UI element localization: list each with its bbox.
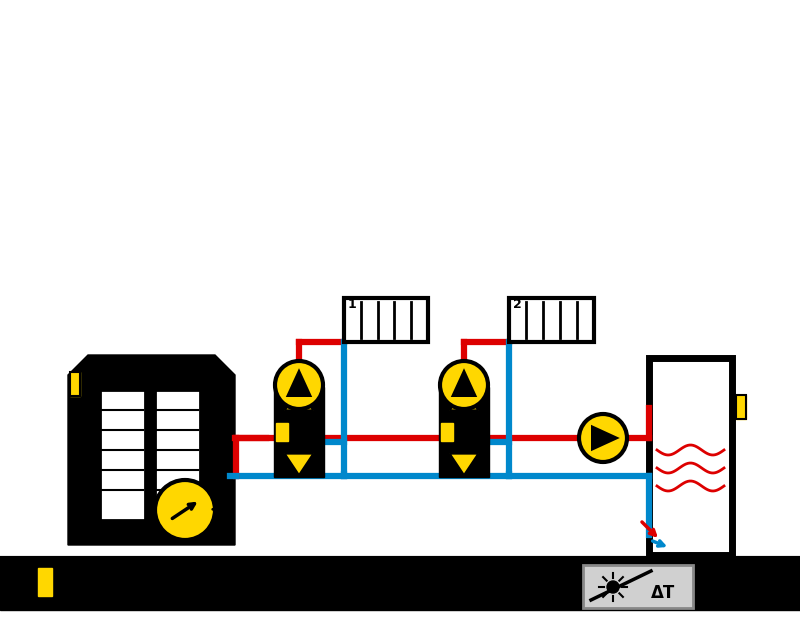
Bar xyxy=(274,387,324,477)
Polygon shape xyxy=(285,454,314,475)
Bar xyxy=(275,423,288,441)
Text: ΔT: ΔT xyxy=(651,584,675,602)
Bar xyxy=(85,375,215,535)
Bar xyxy=(100,390,145,520)
Bar xyxy=(649,358,732,555)
Polygon shape xyxy=(285,454,314,475)
Bar xyxy=(736,395,746,419)
Text: 1: 1 xyxy=(348,298,357,311)
Circle shape xyxy=(607,581,619,593)
Bar xyxy=(155,390,200,520)
Bar xyxy=(70,372,80,396)
Polygon shape xyxy=(68,355,235,545)
Bar xyxy=(0,558,800,610)
Bar xyxy=(26,562,62,602)
Circle shape xyxy=(579,414,627,462)
Bar xyxy=(593,590,683,606)
Bar xyxy=(438,387,490,477)
Polygon shape xyxy=(286,368,312,397)
Circle shape xyxy=(155,480,215,540)
Circle shape xyxy=(275,361,323,409)
Text: 2: 2 xyxy=(513,298,522,311)
Polygon shape xyxy=(450,389,478,410)
Polygon shape xyxy=(451,368,477,397)
Bar xyxy=(509,298,594,342)
Polygon shape xyxy=(591,425,620,451)
Polygon shape xyxy=(450,454,478,475)
FancyArrowPatch shape xyxy=(213,506,224,509)
Polygon shape xyxy=(450,389,478,410)
Circle shape xyxy=(440,361,488,409)
Polygon shape xyxy=(285,389,314,410)
Bar xyxy=(38,568,52,596)
Bar xyxy=(344,298,428,342)
Bar xyxy=(736,395,746,419)
Polygon shape xyxy=(285,389,314,410)
Bar xyxy=(70,372,80,396)
Bar xyxy=(583,565,693,608)
Polygon shape xyxy=(450,454,478,475)
Bar xyxy=(441,423,454,441)
